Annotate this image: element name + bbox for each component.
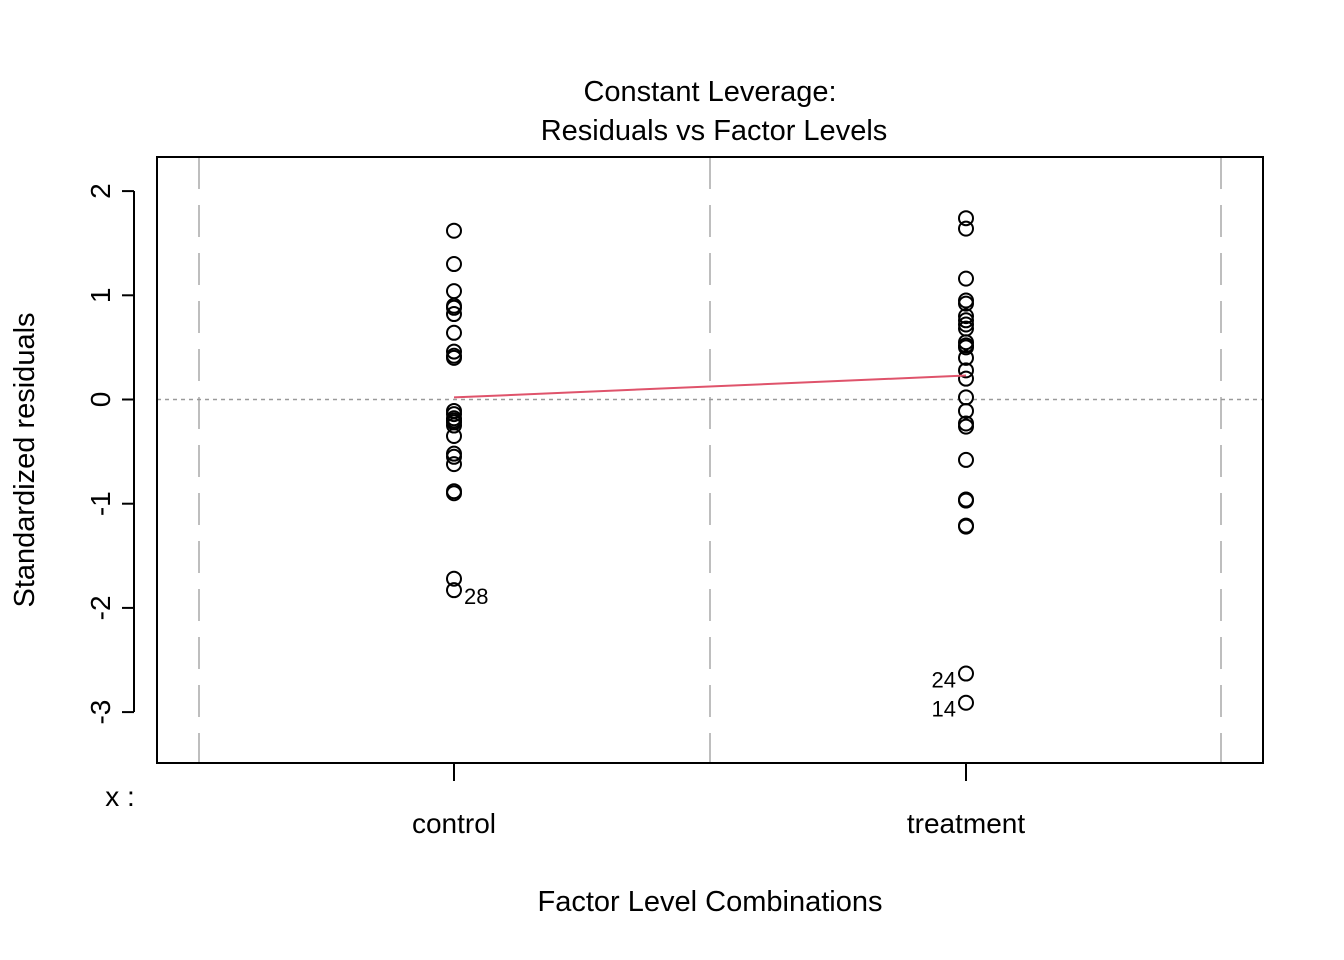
y-tick-label: 2 [85,183,116,199]
y-tick-label: 1 [85,288,116,304]
data-point-control [446,570,462,587]
data-point-treatment [958,402,974,419]
data-point-control [446,349,462,366]
point-annotation-label: 14 [932,697,956,722]
data-point-treatment [958,308,974,325]
data-point-treatment [958,370,974,387]
data-point-control [446,306,462,323]
data-point-control [446,324,462,341]
data-point-control [446,222,462,239]
x-axis-label: Factor Level Combinations [538,886,883,918]
point-annotation-label: 28 [464,584,488,609]
data-point-treatment [958,349,974,366]
data-point-control [446,448,462,465]
data-point-treatment [958,339,974,356]
data-point-treatment [958,451,974,468]
x-tick-label-treatment: treatment [907,808,1025,839]
y-axis-label: Standardized residuals [9,312,41,607]
data-point-treatment [958,295,974,312]
data-point-control [446,427,462,444]
data-point-treatment [958,492,974,509]
data-point-treatment [958,418,974,435]
data-point-treatment [958,316,974,333]
data-point-treatment [958,362,974,379]
factor-dividers [198,157,1222,763]
data-point-control [446,485,462,502]
data-point-control [446,299,462,316]
chart-subtitle: Residuals vs Factor Levels [541,115,888,147]
data-point-treatment [958,665,974,682]
data-point-control [446,283,462,300]
data-points [446,210,974,711]
data-point-treatment [958,694,974,711]
data-point-treatment [958,389,974,406]
data-point-treatment [958,270,974,287]
point-annotation-label: 24 [932,668,956,693]
plot-frame [156,156,1264,764]
factor-prefix-label: x : [105,781,135,812]
y-tick-label: -3 [85,700,116,725]
point-annotations: 28 24 14 [464,584,956,722]
x-axis-ticks: control treatment [412,763,1025,839]
chart-title: Constant Leverage: [583,76,836,108]
data-point-control [446,417,462,434]
data-point-treatment [958,292,974,309]
y-tick-label: 0 [85,392,116,408]
data-point-control [446,582,462,599]
y-axis-ticks: -3 -2 -1 0 1 2 [85,183,134,725]
y-tick-label: -2 [85,595,116,620]
smooth-line [453,374,967,399]
data-point-treatment [958,210,974,227]
data-point-treatment [958,518,974,535]
y-tick-label: -1 [85,491,116,516]
data-point-control [446,456,462,473]
data-point-control [446,256,462,273]
data-point-control [446,406,462,423]
data-point-treatment [958,312,974,329]
data-point-control [446,343,462,360]
x-tick-label-control: control [412,808,496,839]
data-point-treatment [958,220,974,237]
